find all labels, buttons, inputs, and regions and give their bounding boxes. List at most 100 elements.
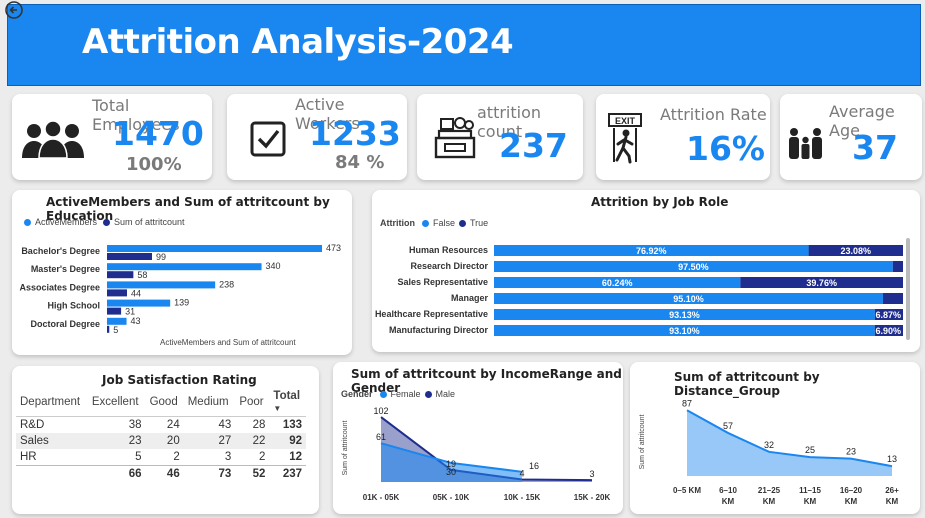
x-axis-label: ActiveMembers and Sum of attritcount — [160, 338, 296, 347]
job-satisfaction-card: Job Satisfaction Rating Department Excel… — [12, 366, 319, 514]
legend-title: Attrition — [380, 218, 415, 228]
back-arrow-icon[interactable] — [4, 0, 24, 20]
table-cell — [16, 465, 88, 482]
data-label: 95.10% — [673, 294, 704, 304]
table-total-row: 66 46 73 52 237 — [16, 465, 306, 482]
bar-active-members — [107, 299, 171, 307]
job-role-stacked-bar-chart: Human Resources 76.92% 23.08% Research Dire… — [375, 245, 903, 336]
data-label: 139 — [174, 298, 189, 308]
chart-title: ActiveMembers and Sum of attritcount by … — [46, 195, 330, 223]
category-label: Doctoral Degree — [30, 319, 100, 329]
income-area-chart: Sum of attritcount 102 19 4 3 61 30 16 01K - 05K… — [342, 406, 610, 502]
table-cell: 73 — [183, 465, 236, 482]
table-cell: Sales — [16, 433, 88, 449]
data-label: 32 — [764, 440, 774, 450]
page-title: Attrition Analysis-2024 — [82, 22, 514, 62]
svg-text:EXIT: EXIT — [615, 116, 636, 126]
category-label: Manufacturing Director — [389, 325, 489, 335]
table-cell: 2 — [173, 451, 180, 463]
legend-label: Male — [435, 389, 456, 399]
bar-attrition-true — [892, 261, 903, 272]
table-cell: 133 — [282, 419, 302, 431]
table-cell: 2 — [259, 451, 266, 463]
job-role-chart-card: Attrition by Job Role Attrition False Tr… — [372, 190, 920, 352]
x-tick-label: KM — [804, 497, 817, 506]
legend-label: Female — [390, 389, 421, 399]
header-banner — [7, 4, 921, 86]
table-cell: 66 — [87, 465, 146, 482]
category-label: Human Resources — [409, 245, 488, 255]
column-header: Department — [16, 388, 88, 417]
income-range-chart-card: Sum of attritcount by IncomeRange and Ge… — [333, 362, 623, 514]
bar-attritcount — [107, 325, 110, 333]
data-label: 39.76% — [806, 278, 837, 288]
kpi-value: 1233 — [309, 114, 401, 153]
data-label: 87 — [682, 398, 692, 408]
bar-attritcount — [107, 253, 152, 260]
data-label: 6.87% — [875, 310, 901, 320]
x-tick-label: 26+ — [885, 486, 899, 495]
category-label: Bachelor's Degree — [21, 246, 100, 256]
x-tick-label: 05K - 10K — [433, 493, 470, 502]
people-group-icon — [22, 120, 84, 158]
table-cell: 5 — [135, 451, 142, 463]
data-label: 25 — [805, 445, 815, 455]
table-cell: 237 — [269, 465, 306, 482]
legend-label: Sum of attritcount — [114, 217, 185, 227]
data-label: 31 — [125, 307, 135, 317]
category-label: Sales Representative — [397, 277, 488, 287]
legend-marker — [103, 218, 111, 226]
column-header-total[interactable]: Total ▼ — [269, 388, 306, 417]
checkbox-icon — [250, 121, 286, 157]
bar-attrition-true — [874, 325, 903, 336]
area-distance — [687, 410, 892, 476]
data-label: 43 — [131, 316, 141, 326]
x-tick-label: 21–25 — [758, 486, 781, 495]
table-cell: 27 — [183, 433, 236, 449]
data-label: 58 — [137, 270, 147, 280]
data-label: 6.90% — [875, 326, 901, 336]
column-header: Poor — [235, 388, 270, 417]
table-cell: 20 — [145, 433, 184, 449]
table-row: Sales 23 20 27 22 92 — [16, 433, 306, 449]
bar-attrition-true — [874, 309, 903, 320]
x-tick-label: KM — [845, 497, 858, 506]
sort-desc-icon[interactable]: ▼ — [273, 404, 282, 413]
x-tick-label: 0–5 KM — [673, 486, 701, 495]
category-label: Healthcare Representative — [375, 309, 488, 319]
data-label: 30 — [446, 467, 456, 477]
y-axis-label: Sum of attritcount — [639, 415, 646, 470]
distance-area-chart: Sum of attritcount 87 57 32 25 23 13 0–5 KM 6–10… — [639, 398, 899, 506]
job-satisfaction-table: Department Excellent Good Medium Poor To… — [16, 388, 306, 482]
line-distance — [686, 409, 893, 468]
table-cell: 28 — [252, 419, 266, 431]
bar-attritcount — [107, 307, 122, 315]
column-header: Good — [145, 388, 184, 417]
kpi-value: 16% — [686, 129, 765, 168]
data-label: 238 — [219, 279, 234, 289]
scrollbar[interactable] — [906, 238, 910, 340]
x-tick-label: 6–10 — [719, 486, 737, 495]
x-tick-label: 01K - 05K — [363, 493, 400, 502]
bar-attrition-false — [494, 309, 875, 320]
data-label: 93.10% — [669, 326, 700, 336]
table-cell: R&D — [20, 419, 45, 431]
x-tick-label: 16–20 — [840, 486, 863, 495]
data-label: 16 — [529, 461, 539, 471]
column-header-label: Total — [273, 390, 301, 402]
bar-active-members — [107, 317, 127, 325]
chart-legend: Attrition False True — [380, 218, 488, 228]
area-female — [381, 443, 522, 482]
data-label: 93.13% — [669, 310, 700, 320]
data-label: 4 — [519, 468, 524, 478]
data-label: 76.92% — [636, 246, 667, 256]
legend-marker — [459, 219, 467, 227]
kpi-label: attrition count — [477, 103, 542, 141]
table-cell: 52 — [235, 465, 270, 482]
data-label: 23.08% — [841, 246, 872, 256]
bar-attrition-true — [808, 245, 903, 256]
data-label: 57 — [723, 421, 733, 431]
column-header: Excellent — [87, 388, 146, 417]
data-label: 60.24% — [602, 278, 633, 288]
bar-attrition-true — [882, 293, 903, 304]
